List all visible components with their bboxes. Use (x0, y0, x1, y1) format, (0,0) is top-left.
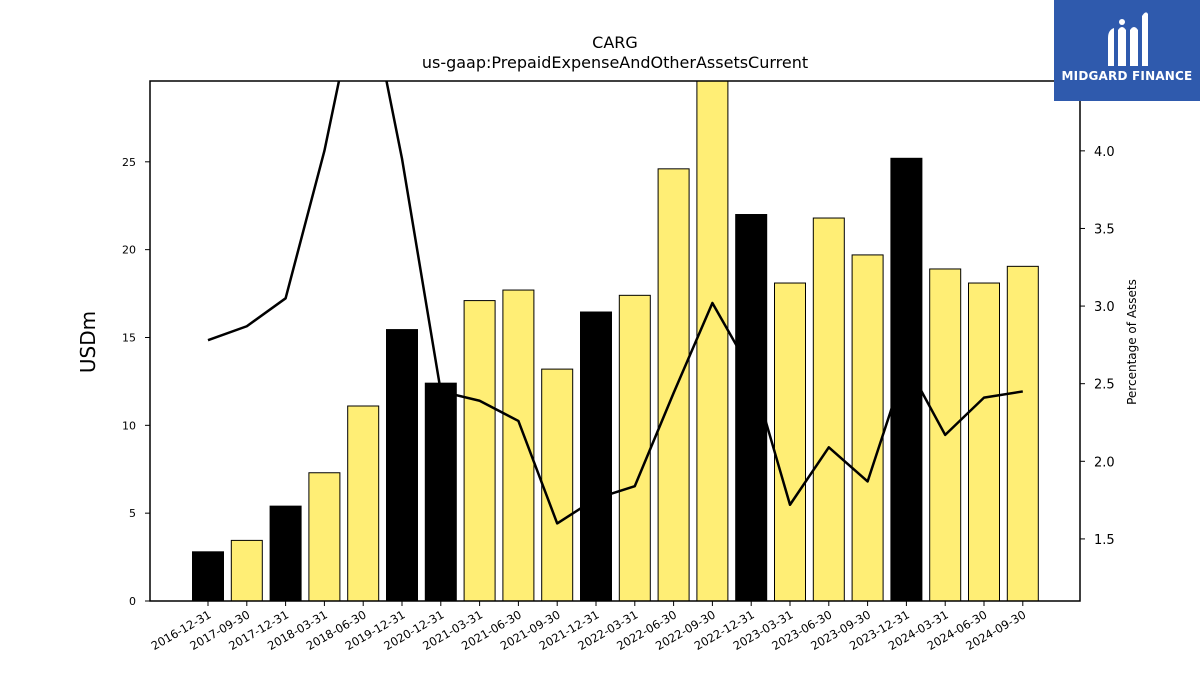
y-right-tick-label: 2.5 (1094, 378, 1115, 393)
bar-2021-03-31 (463, 300, 496, 601)
bar-2020-12-31 (424, 382, 457, 601)
bar-2022-03-31 (618, 294, 651, 601)
logo: MIDGARD FINANCE (1054, 0, 1200, 101)
bar-2023-12-31 (890, 157, 923, 601)
bar-2016-12-31 (192, 551, 224, 601)
y-right-tick-label: 1.5 (1094, 533, 1115, 548)
bar-2022-09-30 (696, 81, 729, 601)
left-axis: 0 5 10 15 20 25 (122, 156, 150, 608)
y-tick-label: 10 (122, 419, 136, 432)
percentage-line-path (207, 81, 1023, 525)
y-tick-label: 0 (129, 595, 136, 608)
bar-2024-06-30 (968, 282, 1000, 601)
y-tick-label: 5 (129, 507, 136, 520)
y-right-tick-label: 2.0 (1094, 455, 1115, 470)
y-right-tick-label: 3.5 (1094, 222, 1115, 237)
bar-2023-03-31 (774, 282, 806, 601)
bar-2024-09-30 (1006, 265, 1039, 601)
bar-2017-09-30 (230, 539, 263, 601)
bar-2023-06-30 (812, 217, 845, 601)
bar-2018-03-31 (308, 472, 341, 601)
bar-2021-06-30 (502, 289, 535, 601)
logo-text: MIDGARD FINANCE (1061, 69, 1193, 83)
logo-mark-icon (1108, 12, 1148, 66)
bar-2023-09-30 (851, 254, 884, 601)
bar-2017-12-31 (269, 505, 302, 601)
y-right-tick-label: 4.0 (1094, 145, 1115, 160)
y-axis-label-left: USDm (76, 310, 100, 374)
y-tick-label: 20 (122, 244, 136, 257)
bars (192, 81, 1039, 601)
y-right-tick-label: 3.0 (1094, 300, 1115, 315)
bar-2019-12-31 (386, 329, 418, 601)
bar-2022-06-30 (657, 168, 690, 601)
y-axis-label-right: Percentage of Assets (1125, 279, 1139, 405)
chart-subtitle: us-gaap:PrepaidExpenseAndOtherAssetsCurr… (421, 53, 809, 72)
percentage-line (207, 81, 1023, 525)
chart-title: CARG (592, 33, 638, 52)
right-axis: 1.5 2.0 2.5 3.0 3.5 4.0 (1080, 145, 1115, 548)
bar-2021-12-31 (580, 311, 612, 601)
x-axis: 2016-12-312017-09-302017-12-312018-03-31… (149, 601, 1028, 653)
bar-2021-09-30 (541, 368, 574, 601)
plot-frame (149, 80, 1081, 602)
y-tick-label: 25 (122, 156, 136, 169)
bar-2018-06-30 (347, 405, 380, 601)
y-tick-label: 15 (122, 331, 136, 344)
